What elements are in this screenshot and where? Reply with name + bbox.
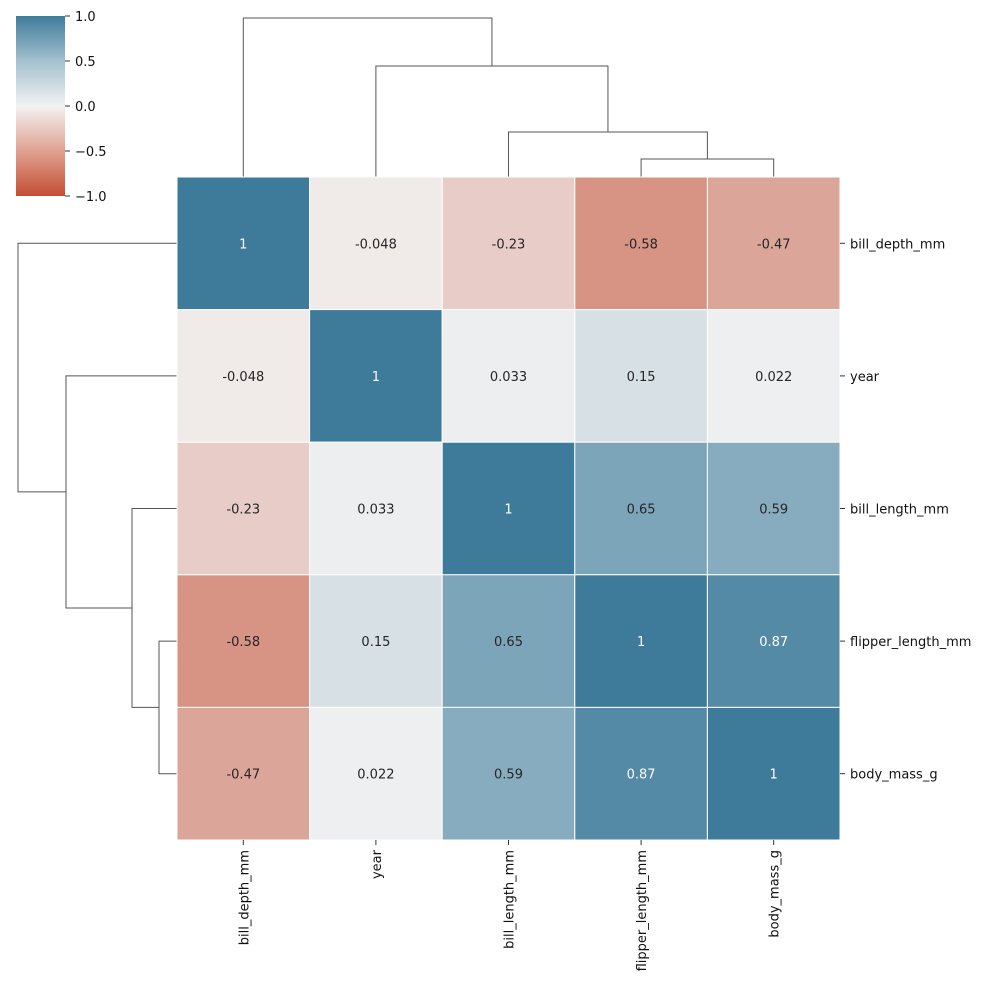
heatmap-cell xyxy=(574,176,708,311)
column-label: body_mass_g xyxy=(768,850,783,938)
heatmap-cell xyxy=(574,574,708,708)
heatmap-cell xyxy=(574,706,708,841)
heatmap-cell xyxy=(706,706,841,841)
cell-annotation: 0.15 xyxy=(361,635,390,650)
cell-annotation: 0.87 xyxy=(759,635,788,650)
colorbar-tick-label: 1.0 xyxy=(75,10,96,25)
cell-annotation: 1 xyxy=(239,237,247,252)
heatmap-cell xyxy=(441,706,576,841)
column-dendrogram-link xyxy=(375,65,609,177)
heatmap-cell xyxy=(706,441,841,576)
cell-annotation: -0.58 xyxy=(226,635,260,650)
colorbar-gradient xyxy=(16,16,65,196)
cell-annotation: 0.59 xyxy=(759,503,788,518)
colorbar-tick-label: −1.0 xyxy=(75,190,107,205)
row-dendrogram xyxy=(17,242,177,775)
column-dendrogram-link xyxy=(508,131,708,177)
heatmap-cell xyxy=(309,706,443,841)
heatmap-cell xyxy=(176,176,311,311)
heatmap-cell xyxy=(176,574,311,708)
cell-annotation: 1 xyxy=(637,635,645,650)
cell-annotation: 0.033 xyxy=(357,503,394,518)
cell-annotation: 0.65 xyxy=(494,635,523,650)
colorbar-tick-label: 0.0 xyxy=(75,100,96,115)
cell-annotation: -0.47 xyxy=(757,237,791,252)
column-labels: bill_depth_mm year bill_length_mm flipper_l… xyxy=(237,840,783,971)
heatmap-cell xyxy=(176,309,311,443)
colorbar-ticks: 1.0 0.5 0.0 −0.5 −1.0 xyxy=(65,10,107,205)
row-dendrogram-link xyxy=(17,242,177,493)
cell-annotation: 1 xyxy=(372,370,380,385)
cell-annotation: 1 xyxy=(504,503,512,518)
colorbar-tick-label: 0.5 xyxy=(75,55,96,70)
heatmap-cells xyxy=(176,176,841,841)
heatmap-cell xyxy=(574,309,708,443)
column-label: bill_depth_mm xyxy=(237,850,252,945)
cell-annotation: 1 xyxy=(770,768,778,783)
heatmap-cell xyxy=(441,574,576,708)
column-label: year xyxy=(370,849,385,879)
heatmap-cell xyxy=(706,176,841,311)
column-dendrogram xyxy=(242,17,775,177)
cell-annotation: 0.87 xyxy=(627,768,656,783)
heatmap-cell xyxy=(574,441,708,576)
row-label: bill_length_mm xyxy=(850,503,949,518)
row-dendrogram-link xyxy=(65,375,177,609)
cell-annotation: -0.23 xyxy=(226,503,260,518)
row-label: bill_depth_mm xyxy=(850,237,945,252)
colorbar: 1.0 0.5 0.0 −0.5 −1.0 xyxy=(16,10,107,205)
cell-annotation: -0.47 xyxy=(226,768,260,783)
row-dendrogram-link xyxy=(131,508,177,708)
cell-annotation: 0.15 xyxy=(627,370,656,385)
heatmap-cell xyxy=(441,176,576,311)
row-dendrogram-link xyxy=(158,640,177,775)
heatmap-cell xyxy=(176,441,311,576)
row-label: year xyxy=(850,370,880,385)
heatmap-cell xyxy=(309,574,443,708)
cell-annotation: -0.58 xyxy=(624,237,658,252)
heatmap-cell xyxy=(309,309,443,443)
cell-annotation: 0.033 xyxy=(490,370,527,385)
row-label: flipper_length_mm xyxy=(850,635,971,650)
column-label: flipper_length_mm xyxy=(635,850,650,971)
colorbar-tick-label: −0.5 xyxy=(75,145,107,160)
heatmap-cell xyxy=(706,574,841,708)
heatmap-cell xyxy=(176,706,311,841)
cell-annotation: 0.65 xyxy=(627,503,656,518)
cell-annotation: 0.022 xyxy=(357,768,394,783)
cell-annotation: 0.022 xyxy=(755,370,792,385)
column-label: bill_length_mm xyxy=(503,850,518,949)
column-dendrogram-link xyxy=(242,17,493,177)
heatmap-cell xyxy=(706,309,841,443)
cell-annotation: 0.59 xyxy=(494,768,523,783)
heatmap-cell xyxy=(441,441,576,576)
column-dendrogram-link xyxy=(640,158,775,177)
cell-annotation: -0.048 xyxy=(355,237,397,252)
row-label: body_mass_g xyxy=(850,768,938,783)
cell-annotation: -0.048 xyxy=(222,370,264,385)
heatmap-annotations: 1 -0.048 -0.23 -0.58 -0.47 -0.048 1 0.033 0.15 0.… xyxy=(222,237,792,782)
cell-annotation: -0.23 xyxy=(492,237,526,252)
